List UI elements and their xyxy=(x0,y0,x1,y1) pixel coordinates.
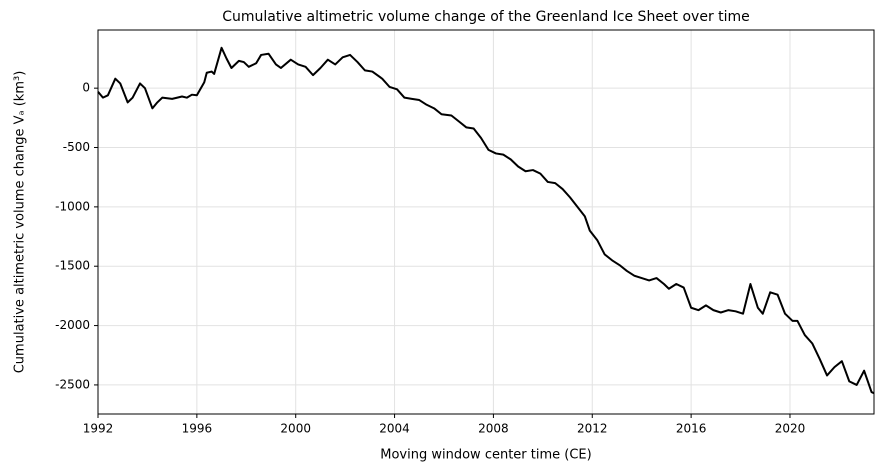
x-tick-label: 2004 xyxy=(379,422,410,436)
plot-area: 0 -500 -1000 -1500 -2000 -2500 1992 1996 2000 200… xyxy=(55,30,875,436)
x-tick-label: 2012 xyxy=(577,422,608,436)
chart-title: Cumulative altimetric volume change of t… xyxy=(222,9,750,25)
x-tick-label: 2016 xyxy=(676,422,707,436)
plot-frame xyxy=(97,29,875,415)
x-tick-label: 2000 xyxy=(280,422,311,436)
x-axis-label: Moving window center time (CE) xyxy=(380,448,591,463)
y-tick-label: -2000 xyxy=(55,318,90,332)
x-tick-label: 1992 xyxy=(83,422,114,436)
data-line xyxy=(97,46,875,395)
x-tick-label: 2008 xyxy=(478,422,509,436)
x-tick-label: 2020 xyxy=(775,422,806,436)
y-tick-label: -500 xyxy=(63,140,90,154)
y-tick-label: 0 xyxy=(82,81,90,95)
y-tick-label: -1500 xyxy=(55,259,90,273)
y-tick-label: -1000 xyxy=(55,199,90,213)
y-axis-label: Cumulative altimetric volume change Vₐ (… xyxy=(13,71,28,374)
x-tick-label: 1996 xyxy=(182,422,213,436)
y-tick-label: -2500 xyxy=(55,377,90,391)
